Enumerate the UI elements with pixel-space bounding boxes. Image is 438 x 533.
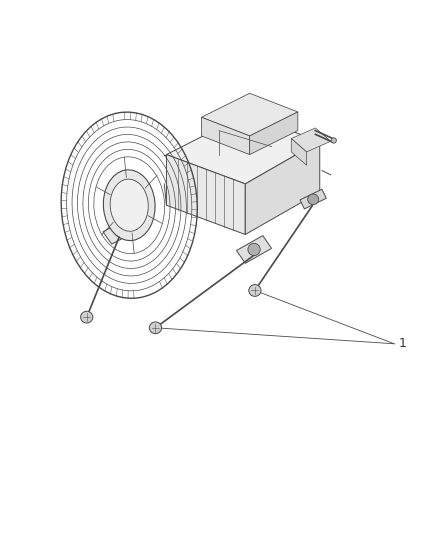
Ellipse shape — [249, 285, 261, 296]
Polygon shape — [237, 236, 272, 263]
Polygon shape — [291, 128, 331, 152]
Polygon shape — [201, 117, 250, 155]
Polygon shape — [250, 112, 298, 155]
Ellipse shape — [331, 138, 336, 143]
Polygon shape — [166, 115, 320, 184]
Ellipse shape — [110, 179, 148, 231]
Polygon shape — [245, 141, 320, 235]
Ellipse shape — [81, 311, 93, 323]
Polygon shape — [201, 93, 298, 136]
Polygon shape — [300, 189, 326, 209]
Text: 1: 1 — [399, 337, 406, 350]
Ellipse shape — [248, 243, 260, 255]
Ellipse shape — [307, 194, 318, 205]
Polygon shape — [291, 139, 307, 165]
Polygon shape — [166, 155, 245, 235]
Ellipse shape — [103, 170, 155, 240]
Polygon shape — [103, 217, 138, 244]
Ellipse shape — [149, 322, 162, 334]
Ellipse shape — [114, 225, 127, 237]
